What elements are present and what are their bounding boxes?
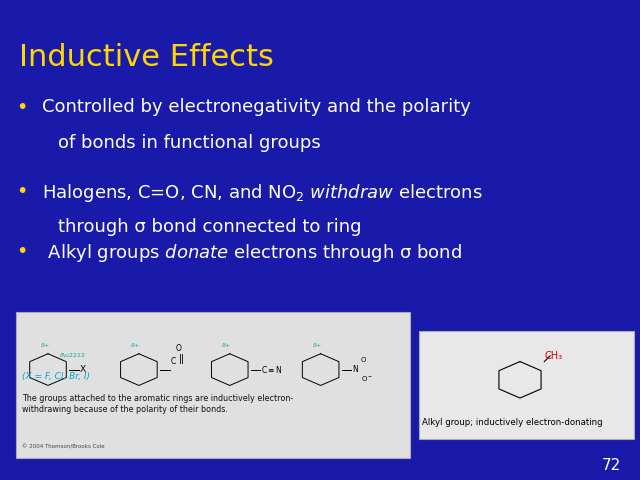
- Text: N: N: [352, 365, 358, 374]
- Text: $\delta$+: $\delta$+: [312, 341, 323, 349]
- Text: Controlled by electronegativity and the polarity: Controlled by electronegativity and the …: [42, 98, 470, 116]
- Text: O: O: [176, 344, 182, 353]
- Text: $\delta$\u2212: $\delta$\u2212: [59, 351, 86, 359]
- Text: $\delta$+: $\delta$+: [221, 341, 232, 349]
- Text: C$\equiv$N: C$\equiv$N: [261, 364, 283, 375]
- Text: through σ bond connected to ring: through σ bond connected to ring: [58, 218, 361, 236]
- Text: $\delta$+: $\delta$+: [131, 341, 141, 349]
- Text: (X = F, Cl, Br, I): (X = F, Cl, Br, I): [22, 372, 90, 381]
- Text: •: •: [16, 182, 28, 202]
- Text: Inductive Effects: Inductive Effects: [19, 43, 274, 72]
- Text: O$^-$: O$^-$: [361, 374, 373, 383]
- Bar: [419, 331, 634, 439]
- Text: O: O: [361, 357, 366, 363]
- Text: 72: 72: [602, 458, 621, 473]
- Text: •: •: [16, 98, 28, 118]
- Text: The groups attached to the aromatic rings are inductively electron-
withdrawing : The groups attached to the aromatic ring…: [22, 394, 294, 414]
- Text: of bonds in functional groups: of bonds in functional groups: [58, 134, 321, 153]
- Text: $\delta$+: $\delta$+: [40, 341, 50, 349]
- Text: Alkyl groups $\it{donate}$ electrons through σ bond: Alkyl groups $\it{donate}$ electrons thr…: [42, 242, 461, 264]
- Text: CH₃: CH₃: [545, 350, 563, 360]
- Text: •: •: [16, 242, 28, 262]
- Text: Halogens, C=O, CN, and NO$_2$ $\it{withdraw}$ electrons: Halogens, C=O, CN, and NO$_2$ $\it{withd…: [42, 182, 482, 204]
- Text: © 2004 Thomson/Brooks Cole: © 2004 Thomson/Brooks Cole: [22, 444, 105, 450]
- Text: C: C: [170, 357, 175, 366]
- Bar: [16, 312, 410, 458]
- Text: Alkyl group; inductively electron-donating: Alkyl group; inductively electron-donati…: [422, 418, 603, 427]
- Text: X: X: [79, 365, 86, 374]
